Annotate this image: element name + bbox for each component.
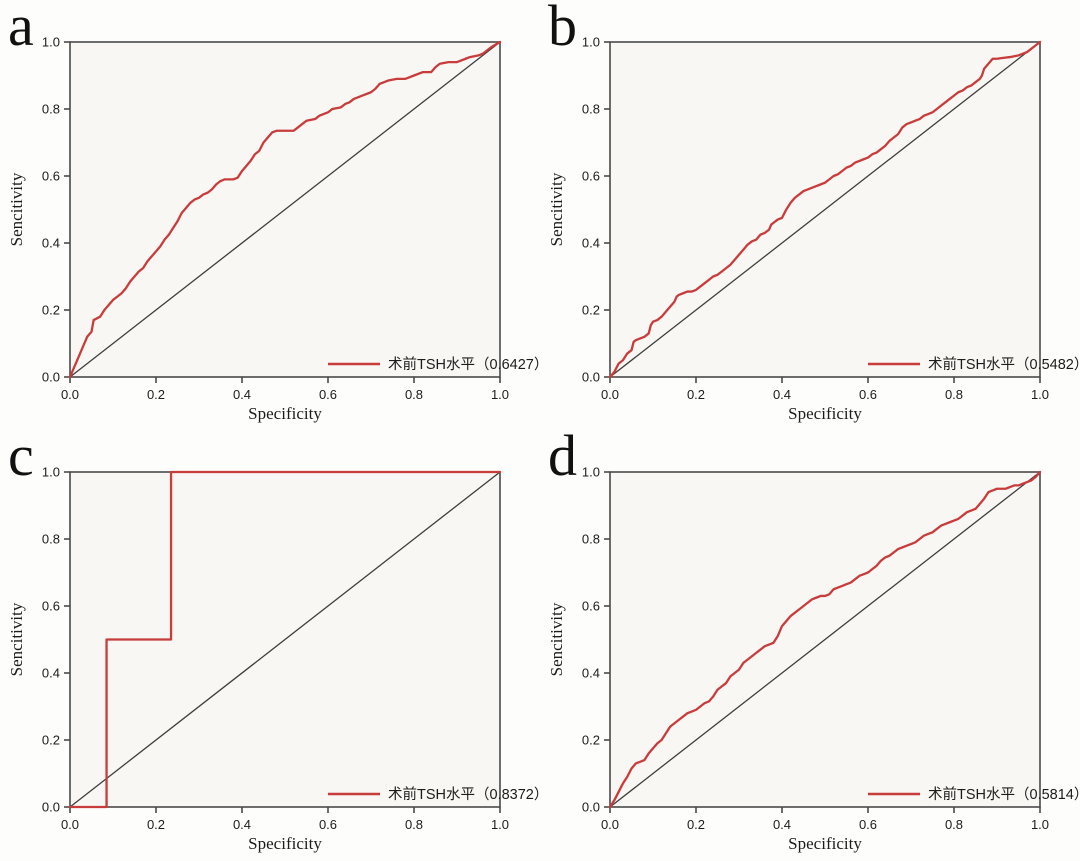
y-tick-label: 0.6	[582, 169, 600, 184]
x-axis-label: Specificity	[788, 834, 862, 853]
roc-curve	[608, 470, 1042, 809]
x-tick-label: 0.6	[319, 817, 337, 832]
x-tick-label: 0.8	[405, 817, 423, 832]
x-tick-label: 1.0	[1031, 817, 1049, 832]
y-tick-label: 0.4	[582, 236, 600, 251]
x-tick-label: 0.0	[61, 387, 79, 402]
y-tick-label: 0.2	[582, 303, 600, 318]
panel-a: a 0.0 0.2 0.4 0.6 0.8 1.0 0.0 0.2 0.4 0.6 0.8 1.0 Sp…	[0, 0, 540, 430]
roc-plot-d: 0.0 0.2 0.4 0.6 0.8 1.0 0.0 0.2 0.4 0.6 0.8 1.0 Spec…	[547, 465, 1080, 854]
legend-label: 术前TSH水平（0.5482）	[928, 356, 1080, 373]
x-tick-label: 0.8	[945, 817, 963, 832]
panel-letter-d: d	[548, 423, 577, 488]
y-tick-label: 0.8	[42, 102, 60, 117]
y-tick-label: 0.8	[582, 532, 600, 547]
panel-letter-b: b	[548, 0, 577, 58]
y-tick-label: 1.0	[582, 35, 600, 50]
x-tick-label: 0.8	[405, 387, 423, 402]
roc-plot-a: 0.0 0.2 0.4 0.6 0.8 1.0 0.0 0.2 0.4 0.6 0.8 1.0 Spec…	[7, 35, 540, 424]
x-tick-label: 0.2	[147, 817, 165, 832]
roc-curve	[608, 40, 1042, 379]
y-tick-label: 1.0	[42, 465, 60, 480]
y-tick-label: 0.6	[42, 169, 60, 184]
x-tick-label: 0.0	[61, 817, 79, 832]
y-tick-label: 0.0	[42, 370, 60, 385]
x-tick-label: 0.4	[233, 387, 251, 402]
panel-d: d 0.0 0.2 0.4 0.6 0.8 1.0 0.0 0.2 0.4 0.6 0.8 1.0 Sp…	[540, 424, 1080, 860]
x-tick-label: 0.6	[859, 817, 877, 832]
x-tick-label: 0.4	[773, 387, 791, 402]
x-tick-label: 0.4	[233, 817, 251, 832]
reference-diagonal	[609, 471, 1041, 808]
panel-c: c 0.0 0.2 0.4 0.6 0.8 1.0 0.0 0.2 0.4 0.6 0.8 1.0 Sp…	[0, 424, 540, 860]
x-axis-label: Specificity	[248, 834, 322, 853]
legend-label: 术前TSH水平（0.8372）	[388, 786, 540, 803]
roc-curve	[68, 470, 502, 809]
x-tick-label: 0.8	[945, 387, 963, 402]
x-axis-label: Specificity	[788, 404, 862, 423]
x-tick-label: 0.4	[773, 817, 791, 832]
legend-label: 术前TSH水平（0.6427）	[388, 356, 540, 373]
roc-curve	[68, 40, 502, 379]
y-tick-label: 0.6	[42, 599, 60, 614]
y-axis-label: Sencitivity	[7, 602, 26, 676]
y-axis-label: Sencitivity	[7, 172, 26, 246]
x-tick-label: 0.0	[601, 817, 619, 832]
reference-diagonal	[609, 41, 1041, 378]
x-tick-label: 0.2	[687, 817, 705, 832]
y-tick-label: 0.4	[42, 666, 60, 681]
y-tick-label: 0.8	[42, 532, 60, 547]
legend-label: 术前TSH水平（0.5814）	[928, 786, 1080, 803]
x-tick-label: 0.2	[147, 387, 165, 402]
y-tick-label: 0.2	[582, 733, 600, 748]
y-tick-label: 0.0	[42, 800, 60, 815]
y-tick-label: 0.0	[582, 370, 600, 385]
y-tick-label: 0.8	[582, 102, 600, 117]
y-tick-label: 1.0	[582, 465, 600, 480]
y-tick-label: 0.4	[582, 666, 600, 681]
roc-plot-b: 0.0 0.2 0.4 0.6 0.8 1.0 0.0 0.2 0.4 0.6 0.8 1.0 Spec…	[547, 35, 1080, 424]
roc-plot-c: 0.0 0.2 0.4 0.6 0.8 1.0 0.0 0.2 0.4 0.6 0.8 1.0 Spec…	[7, 465, 540, 854]
panel-letter-a: a	[8, 0, 34, 58]
panel-b: b 0.0 0.2 0.4 0.6 0.8 1.0 0.0 0.2 0.4 0.6 0.8 1.0 Sp…	[540, 0, 1080, 430]
panel-letter-c: c	[8, 423, 34, 488]
y-axis-label: Sencitivity	[547, 602, 566, 676]
x-tick-label: 1.0	[1031, 387, 1049, 402]
y-tick-label: 0.0	[582, 800, 600, 815]
reference-diagonal	[69, 471, 501, 808]
y-tick-label: 0.6	[582, 599, 600, 614]
reference-diagonal	[69, 41, 501, 378]
x-tick-label: 0.6	[319, 387, 337, 402]
y-tick-label: 0.4	[42, 236, 60, 251]
y-axis-label: Sencitivity	[547, 172, 566, 246]
y-tick-label: 0.2	[42, 303, 60, 318]
x-tick-label: 1.0	[491, 817, 509, 832]
x-tick-label: 1.0	[491, 387, 509, 402]
y-tick-label: 0.2	[42, 733, 60, 748]
x-tick-label: 0.2	[687, 387, 705, 402]
x-tick-label: 0.6	[859, 387, 877, 402]
x-axis-label: Specificity	[248, 404, 322, 423]
x-tick-label: 0.0	[601, 387, 619, 402]
y-tick-label: 1.0	[42, 35, 60, 50]
